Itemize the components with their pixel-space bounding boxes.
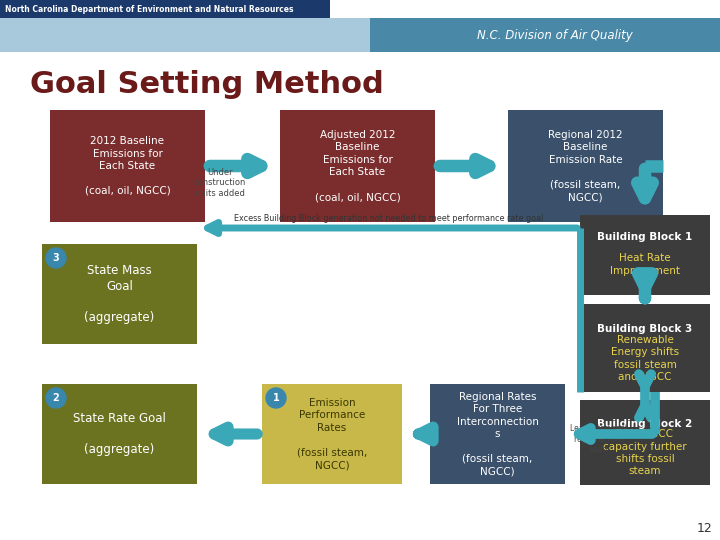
Bar bbox=[508, 110, 663, 222]
Bar bbox=[50, 110, 205, 222]
Bar bbox=[42, 244, 197, 344]
Bar bbox=[370, 18, 720, 52]
Bar bbox=[262, 384, 402, 484]
Circle shape bbox=[266, 388, 286, 408]
Text: Building Block 2: Building Block 2 bbox=[598, 419, 693, 429]
Text: Building Block 3: Building Block 3 bbox=[598, 323, 693, 334]
Bar bbox=[580, 304, 710, 392]
Circle shape bbox=[46, 248, 66, 268]
Text: Adjusted 2012
Baseline
Emissions for
Each State

(coal, oil, NGCC): Adjusted 2012 Baseline Emissions for Eac… bbox=[315, 130, 400, 202]
Text: Emission
Performance
Rates

(fossil steam,
NGCC): Emission Performance Rates (fossil steam… bbox=[297, 398, 367, 470]
Text: 2012 Baseline
Emissions for
Each State

(coal, oil, NGCC): 2012 Baseline Emissions for Each State (… bbox=[85, 136, 171, 196]
Text: Least stringent
regional rate
used: Least stringent regional rate used bbox=[570, 424, 628, 454]
Circle shape bbox=[46, 388, 66, 408]
Text: State Mass
Goal

(aggregate): State Mass Goal (aggregate) bbox=[84, 264, 155, 325]
Bar bbox=[430, 384, 565, 484]
Bar bbox=[42, 384, 197, 484]
Text: 75% NGCC
capacity further
shifts fossil
steam: 75% NGCC capacity further shifts fossil … bbox=[603, 429, 687, 476]
Text: 1: 1 bbox=[273, 393, 279, 403]
Bar bbox=[0, 0, 330, 18]
Text: Heat Rate
Improvement: Heat Rate Improvement bbox=[610, 253, 680, 276]
Text: 2: 2 bbox=[53, 393, 59, 403]
Bar bbox=[280, 110, 435, 222]
Text: Regional 2012
Baseline
Emission Rate

(fossil steam,
NGCC): Regional 2012 Baseline Emission Rate (fo… bbox=[548, 130, 623, 202]
Text: Goal Setting Method: Goal Setting Method bbox=[30, 70, 384, 99]
Text: Under
construction
units added: Under construction units added bbox=[194, 168, 246, 198]
Bar bbox=[0, 18, 720, 52]
Text: Regional Rates
For Three
Interconnection
s

(fossil steam,
NGCC): Regional Rates For Three Interconnection… bbox=[456, 392, 539, 476]
Text: 3: 3 bbox=[53, 253, 59, 263]
Text: State Rate Goal

(aggregate): State Rate Goal (aggregate) bbox=[73, 411, 166, 456]
Text: North Carolina Department of Environment and Natural Resources: North Carolina Department of Environment… bbox=[5, 4, 294, 14]
Text: Building Block 1: Building Block 1 bbox=[598, 232, 693, 242]
Bar bbox=[580, 400, 710, 485]
Text: 12: 12 bbox=[696, 522, 712, 535]
Text: N.C. Division of Air Quality: N.C. Division of Air Quality bbox=[477, 29, 633, 42]
Text: Excess Building Block generation not needed to meet performance rate goal: Excess Building Block generation not nee… bbox=[234, 214, 543, 223]
Text: Renewable
Energy shifts
fossil steam
and NGCC: Renewable Energy shifts fossil steam and… bbox=[611, 335, 679, 382]
Bar bbox=[580, 215, 710, 295]
